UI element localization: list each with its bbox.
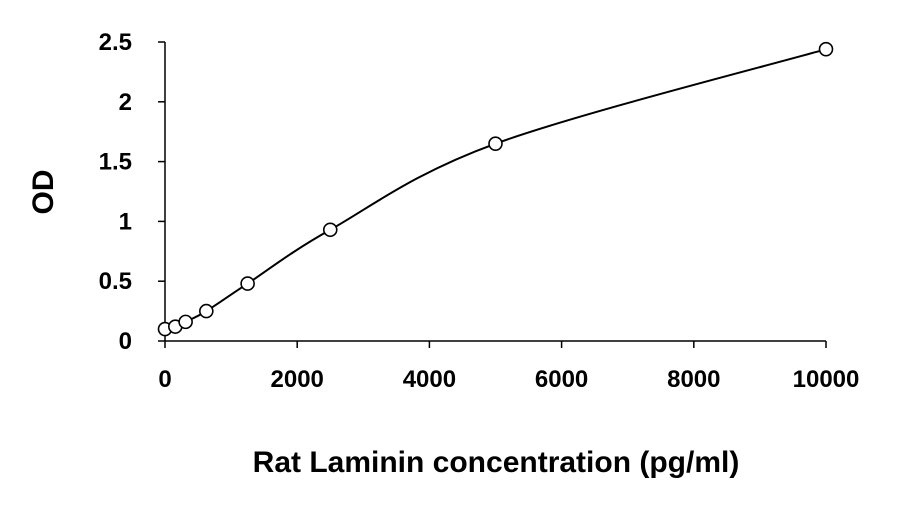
data-point <box>488 136 503 151</box>
data-point <box>322 222 338 238</box>
y-tick-label: 0 <box>119 328 132 355</box>
x-tick-label: 8000 <box>667 366 720 393</box>
x-tick-label: 2000 <box>271 366 324 393</box>
data-point <box>178 314 193 330</box>
data-point <box>818 41 834 57</box>
data-point <box>199 303 214 319</box>
fit-curve-layer <box>164 48 827 331</box>
x-tick-label: 4000 <box>403 366 456 393</box>
x-tick-label: 0 <box>158 366 171 393</box>
data-points-layer <box>157 41 834 337</box>
x-axis-title: Rat Laminin concentration (pg/ml) <box>253 446 740 479</box>
x-tick-label: 6000 <box>535 366 588 393</box>
data-point <box>240 276 255 291</box>
y-tick-label: 2.5 <box>99 29 132 56</box>
y-tick-label: 2 <box>119 89 132 116</box>
y-axis-title: OD <box>27 170 60 215</box>
axes <box>164 42 826 342</box>
y-tick-label: 0.5 <box>99 268 132 295</box>
x-tick-label: 10000 <box>793 366 860 393</box>
ticks: 0 2000 4000 6000 8000 10000 0 0.5 1 1.5 2 2.5 <box>99 29 860 393</box>
fit-curve-line <box>164 48 827 331</box>
y-tick-label: 1.5 <box>99 149 132 176</box>
y-tick-label: 1 <box>119 208 132 235</box>
